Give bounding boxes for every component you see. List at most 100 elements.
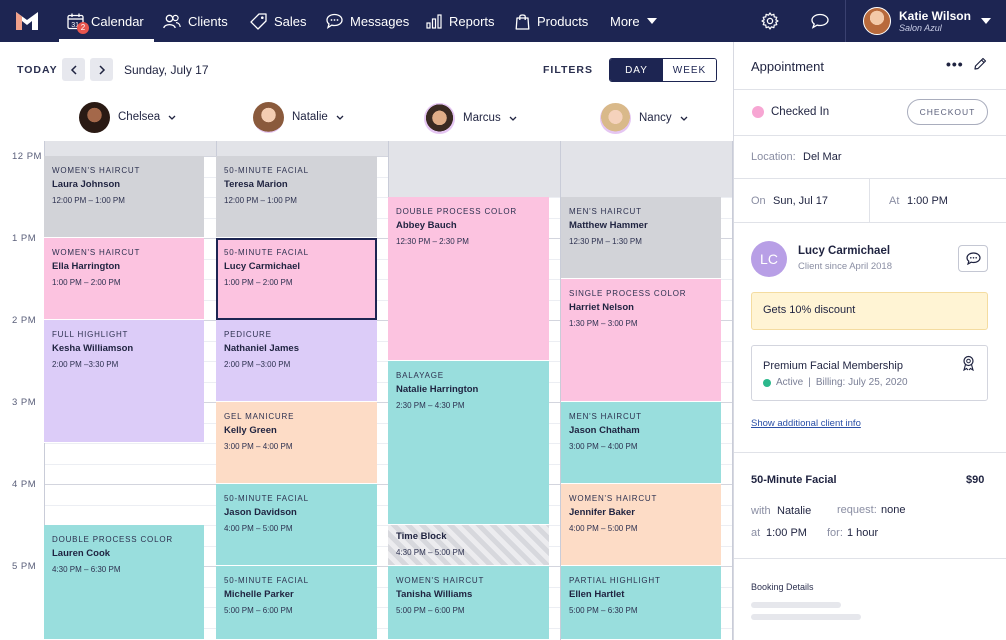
caret-down-icon [646, 18, 657, 24]
staff-chelsea[interactable]: Chelsea [79, 100, 176, 134]
checkout-button[interactable]: CHECKOUT [907, 99, 988, 125]
appointment-time: 1:00 PM – 2:00 PM [224, 278, 293, 287]
time-block[interactable]: Time Block 4:30 PM – 5:00 PM [388, 525, 549, 566]
appointment-card[interactable]: 50-MINUTE FACIAL Lucy Carmichael 1:00 PM –… [216, 238, 377, 320]
appointment-client: Abbey Bauch [396, 220, 457, 231]
week-view-button[interactable]: WEEK [663, 59, 716, 81]
appointment-service: PEDICURE [224, 330, 272, 339]
divider [734, 135, 1006, 136]
staff-value[interactable]: Natalie [777, 505, 812, 517]
appointment-client: Jason Davidson [224, 507, 297, 518]
appointment-client: Jason Chatham [569, 425, 640, 436]
user-avatar[interactable] [863, 7, 891, 35]
nav-reports-label: Reports [449, 13, 495, 29]
appointment-service: FULL HIGHLIGHT [52, 330, 129, 339]
svg-text:31: 31 [71, 21, 79, 28]
bar-chart-icon [426, 13, 442, 29]
appointment-card[interactable]: GEL MANICURE Kelly Green 3:00 PM – 4:00 PM [216, 402, 377, 484]
nav-reports[interactable]: Reports [426, 0, 495, 42]
appointment-card[interactable]: 50-MINUTE FACIAL Michelle Parker 5:00 PM –… [216, 566, 377, 640]
more-options-icon[interactable]: ••• [946, 56, 964, 72]
notification-badge: 2 [77, 22, 89, 34]
time-value[interactable]: 1:00 PM [907, 195, 948, 207]
loading-placeholder [751, 614, 861, 620]
location-value[interactable]: Del Mar [803, 151, 842, 163]
current-date[interactable]: Sunday, July 17 [124, 63, 209, 77]
show-client-info-link[interactable]: Show additional client info [751, 418, 861, 429]
divider [734, 452, 1006, 453]
edit-icon[interactable] [974, 57, 987, 70]
duration-value[interactable]: 1 hour [847, 527, 879, 539]
appointment-time: 12:00 PM – 1:00 PM [52, 196, 125, 205]
divider [869, 178, 870, 222]
appointment-card[interactable]: DOUBLE PROCESS COLOR Abbey Bauch 12:30 PM … [388, 197, 549, 361]
message-client-button[interactable] [958, 245, 988, 272]
next-day-button[interactable] [90, 58, 113, 81]
nav-clients[interactable]: Clients [163, 0, 228, 42]
appointment-card[interactable]: WOMEN'S HAIRCUT Jennifer Baker 4:00 PM – 5… [561, 484, 721, 566]
appointment-card[interactable]: 50-MINUTE FACIAL Teresa Marion 12:00 PM – … [216, 156, 377, 238]
nav-more-label: More [610, 13, 640, 29]
appointment-card[interactable]: MEN'S HAIRCUT Matthew Hammer 12:30 PM – 1:… [561, 197, 721, 279]
time-label: 4 PM [12, 479, 37, 490]
today-button[interactable]: TODAY [17, 64, 58, 76]
nav-messages[interactable]: Messages [326, 0, 409, 42]
request-value[interactable]: none [881, 504, 906, 516]
prev-day-button[interactable] [62, 58, 85, 81]
appointment-card[interactable]: FULL HIGHLIGHT Kesha Williamson 2:00 PM –3… [44, 320, 204, 443]
appointment-card[interactable]: 50-MINUTE FACIAL Jason Davidson 4:00 PM – … [216, 484, 377, 566]
appointment-card[interactable]: SINGLE PROCESS COLOR Harriet Nelson 1:30 P… [561, 279, 721, 402]
nav-calendar-label: Calendar [91, 13, 144, 29]
appointment-card[interactable]: WOMEN'S HAIRCUT Ella Harrington 1:00 PM – … [44, 238, 204, 320]
appointment-card[interactable]: PARTIAL HIGHLIGHT Ellen Hartlet 5:00 PM – … [561, 566, 721, 640]
nav-sales[interactable]: Sales [250, 0, 307, 42]
staff-natalie[interactable]: Natalie [253, 100, 344, 134]
time-label: 1 PM [12, 233, 37, 244]
appointment-card[interactable]: MEN'S HAIRCUT Jason Chatham 3:00 PM – 4:00… [561, 402, 721, 484]
user-menu-caret-icon[interactable] [981, 18, 991, 24]
user-name[interactable]: Katie Wilson [899, 9, 971, 23]
status-label[interactable]: Checked In [771, 106, 830, 118]
time-label: 12 PM [12, 151, 42, 162]
appointment-client: Tanisha Williams [396, 589, 473, 600]
appointment-card[interactable]: WOMEN'S HAIRCUT Tanisha Williams 5:00 PM –… [388, 566, 549, 640]
date-value[interactable]: Sun, Jul 17 [773, 195, 829, 207]
divider [734, 89, 1006, 90]
appointment-time: 5:00 PM – 6:00 PM [396, 606, 465, 615]
time-label: 5 PM [12, 561, 37, 572]
service-name: 50-Minute Facial [751, 474, 837, 486]
membership-separator: | [808, 377, 811, 388]
nav-more[interactable]: More [610, 0, 657, 42]
appointment-card[interactable]: BALAYAGE Natalie Harrington 2:30 PM – 4:30… [388, 361, 549, 525]
time-label: 2 PM [12, 315, 37, 326]
staff-nancy[interactable]: Nancy [600, 101, 688, 135]
chat-bubble-icon[interactable] [811, 13, 829, 29]
start-time-value[interactable]: 1:00 PM [766, 527, 807, 539]
chevron-right-icon [98, 64, 105, 75]
appointment-service: GEL MANICURE [224, 412, 295, 421]
gear-icon[interactable] [761, 12, 779, 30]
membership-status: Active | Billing: July 25, 2020 [763, 377, 908, 388]
appointment-client: Nathaniel James [224, 343, 299, 354]
calendar-grid[interactable]: 12 PM 1 PM 2 PM 3 PM 4 PM 5 PM WOMEN'S HAIRCUT… [0, 141, 733, 640]
appointment-service: 50-MINUTE FACIAL [224, 248, 309, 257]
nav-calendar[interactable]: 31 Calendar [59, 0, 154, 42]
booking-details-heading: Booking Details [751, 582, 814, 592]
filters-button[interactable]: FILTERS [543, 64, 593, 76]
appointment-service: 50-MINUTE FACIAL [224, 166, 309, 175]
appointment-card[interactable]: DOUBLE PROCESS COLOR Lauren Cook 4:30 PM –… [44, 525, 204, 640]
mindbody-logo-icon[interactable] [16, 12, 38, 30]
appointment-card[interactable]: WOMEN'S HAIRCUT Laura Johnson 12:00 PM – 1… [44, 156, 204, 238]
service-price: $90 [966, 474, 985, 486]
staff-avatar [424, 102, 455, 134]
chevron-down-icon [336, 115, 344, 120]
appointment-time: 3:00 PM – 4:00 PM [224, 442, 293, 451]
nav-products[interactable]: Products [515, 0, 588, 42]
day-view-button[interactable]: DAY [610, 59, 663, 81]
client-name[interactable]: Lucy Carmichael [798, 245, 891, 257]
staff-marcus[interactable]: Marcus [424, 101, 517, 135]
appointment-service: 50-MINUTE FACIAL [224, 494, 309, 503]
view-toggle: DAY WEEK [609, 58, 717, 82]
at-label: At [889, 195, 900, 207]
appointment-card[interactable]: PEDICURE Nathaniel James 2:00 PM –3:00 PM [216, 320, 377, 402]
